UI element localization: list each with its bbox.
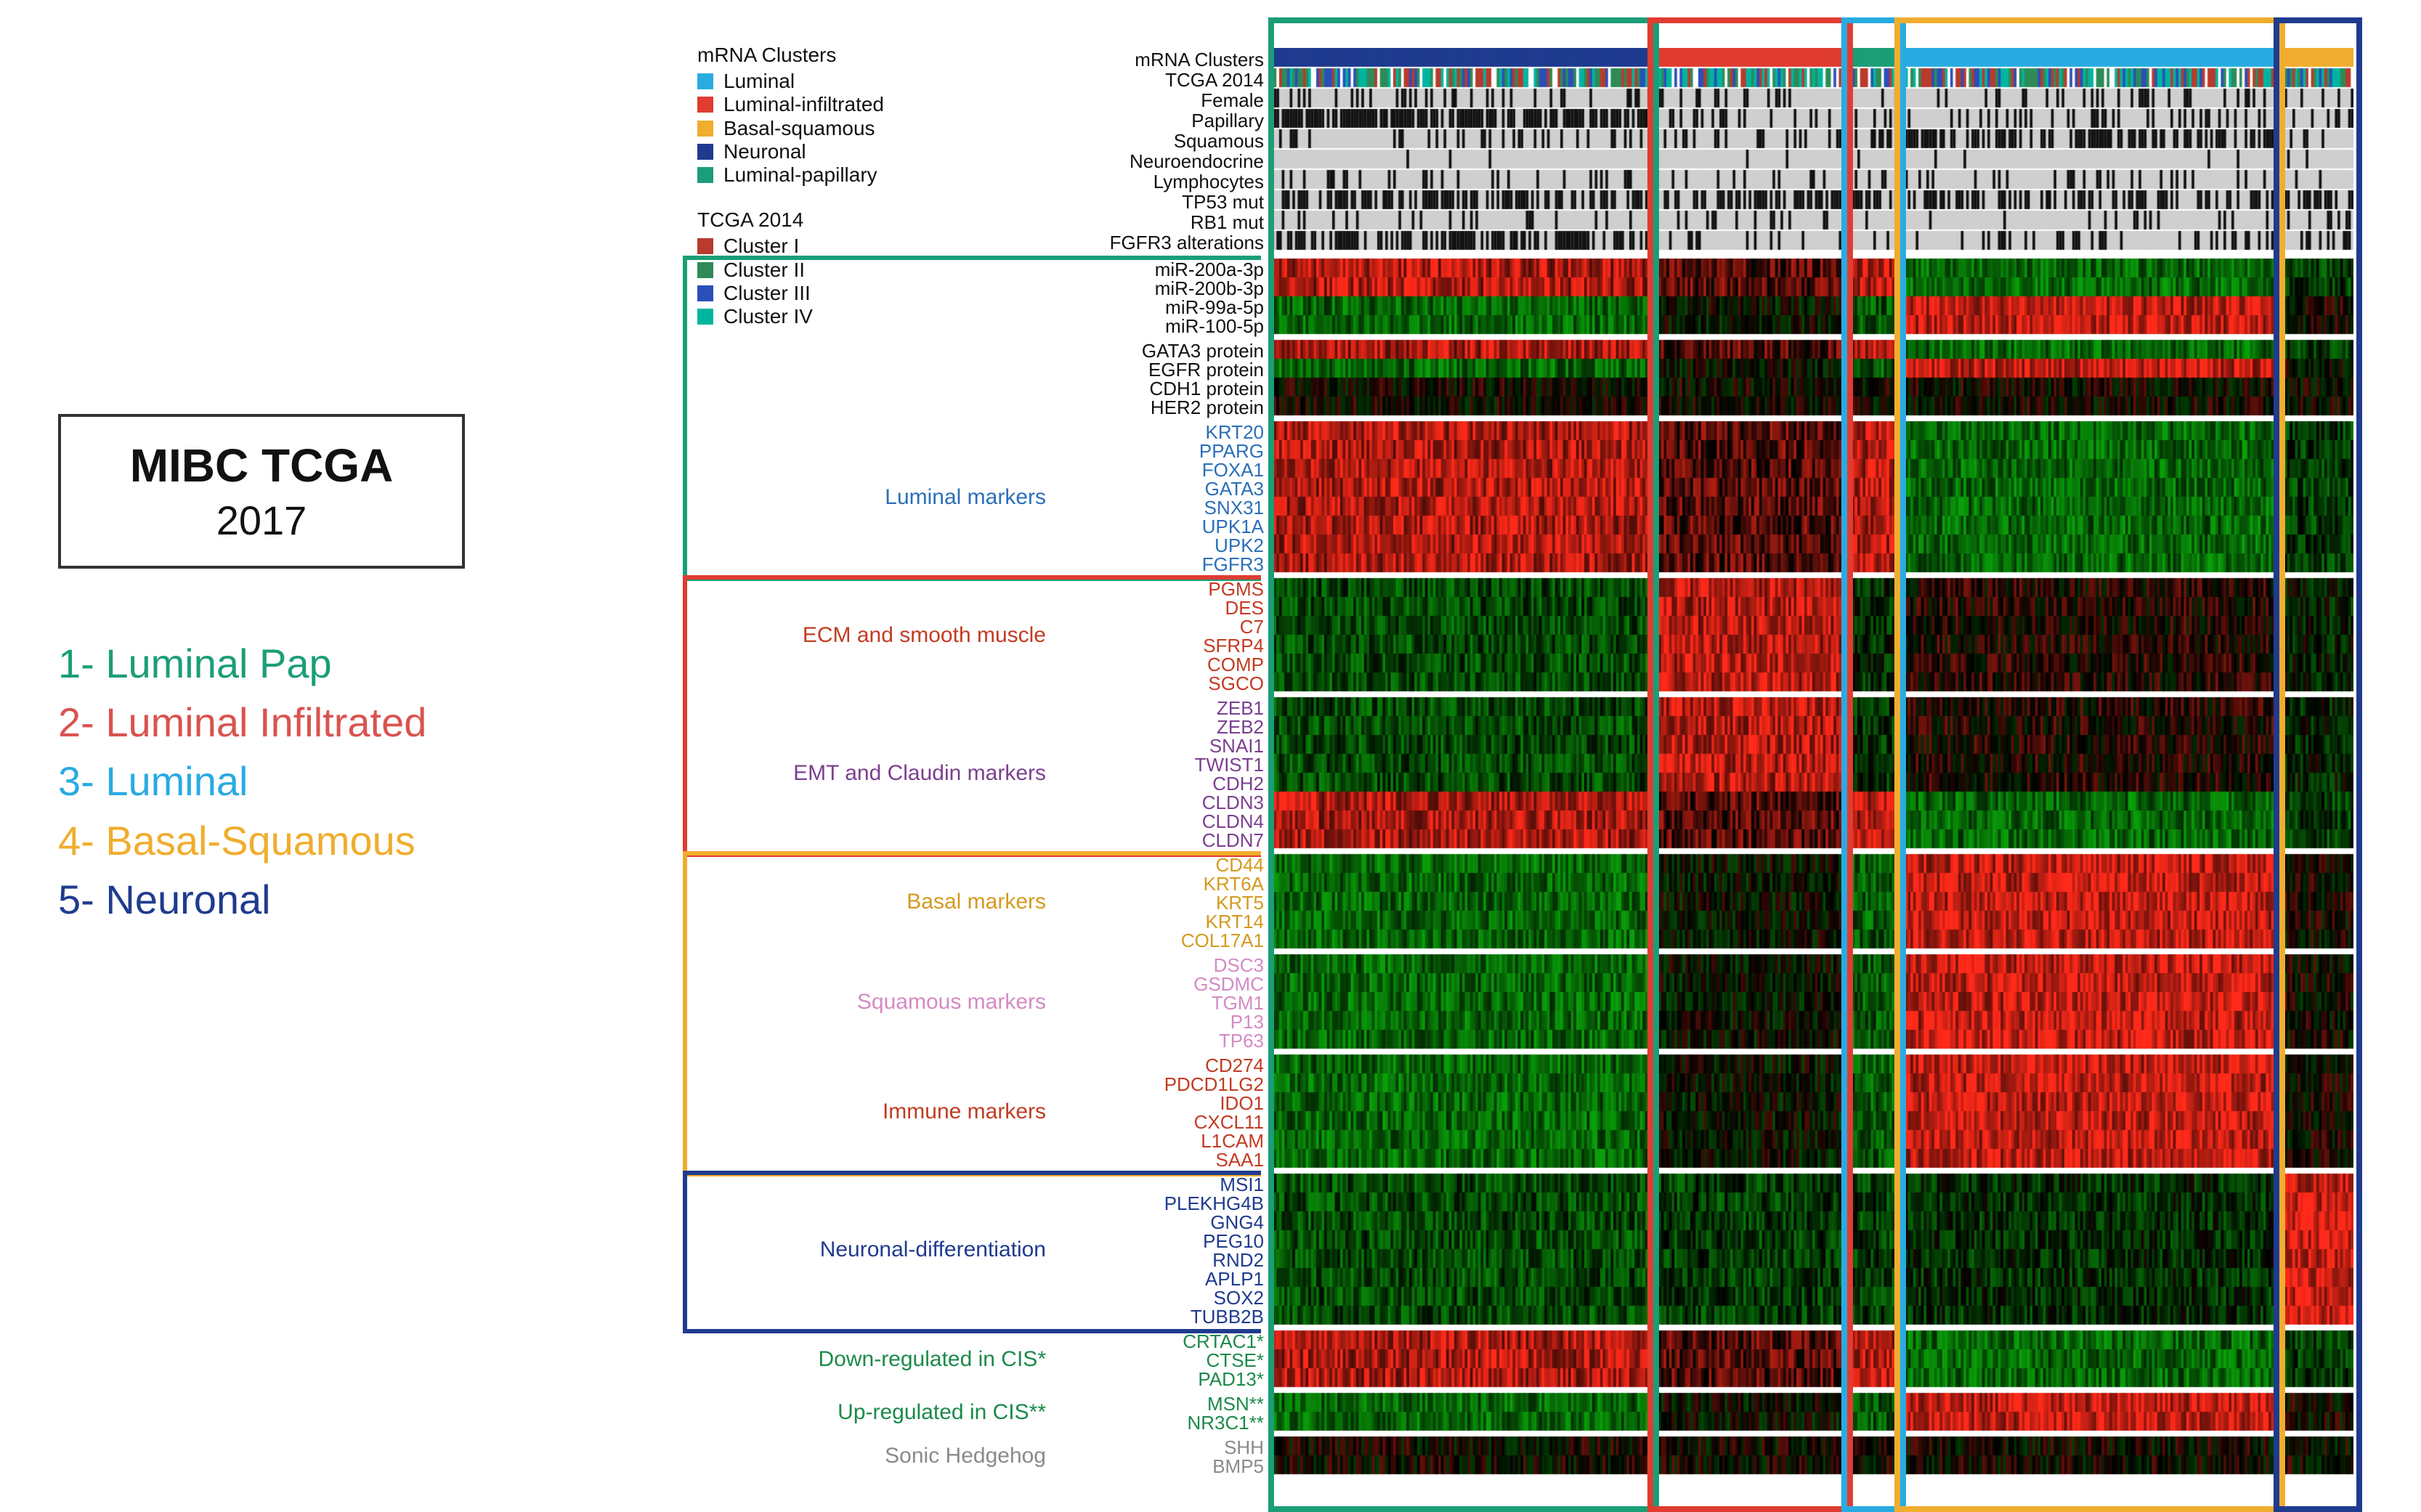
gene-row-label: CRTAC1* [1061,1332,1264,1351]
legend-swatch [697,144,713,160]
gene-row-label: MSN** [1061,1394,1264,1413]
figure-panel: mRNA Clusters LuminalLuminal-infiltratedB… [654,44,2375,1438]
cluster-frame [1647,17,1853,1512]
group-bracket [683,1171,1261,1333]
anno-row-label: FGFR3 alterations [1061,232,1264,253]
anno-row-label: Papillary [1061,110,1264,131]
group-caption: Sonic Hedgehog [885,1444,1046,1468]
title-line2: 2017 [76,497,447,544]
class-list-item: 4- Basal-Squamous [58,811,465,870]
legend-label: Luminal-papillary [723,163,877,187]
gene-row-label: SHH [1061,1438,1264,1457]
class-list-item: 5- Neuronal [58,870,465,929]
anno-row-label: RB1 mut [1061,212,1264,232]
legend-title: TCGA 2014 [697,208,1053,232]
legend-row: Basal-squamous [697,117,1053,140]
legend-swatch [697,73,713,89]
page-root: { "title_box":{"line1":"MIBC TCGA","line… [0,0,2421,1481]
legend-title: mRNA Clusters [697,44,1053,67]
legend-swatch [697,97,713,113]
gene-row-label: PAD13* [1061,1370,1264,1389]
legend-row: Luminal [697,70,1053,93]
class-list-item: 3- Luminal [58,752,465,810]
class-list-item: 1- Luminal Pap [58,634,465,693]
left-summary: MIBC TCGA 2017 1- Luminal Pap2- Luminal … [58,414,465,929]
legend-label: Basal-squamous [723,117,875,140]
class-list-item: 2- Luminal Infiltrated [58,693,465,752]
anno-row-label: Squamous [1061,131,1264,151]
cluster-frame [1894,17,2285,1512]
gene-row-label: CTSE* [1061,1351,1264,1370]
anno-row-label: mRNA Clusters [1061,49,1264,70]
cluster-frame [1268,17,1659,1512]
title-line1: MIBC TCGA [76,439,447,492]
legend-block: mRNA Clusters LuminalLuminal-infiltratedB… [697,44,1053,187]
legend-label: Luminal-infiltrated [723,93,884,116]
anno-row-label: TP53 mut [1061,192,1264,212]
group-bracket [683,575,1261,857]
legend-swatch [697,121,713,137]
group-bracket [683,851,1261,1176]
anno-row-label: Female [1061,90,1264,110]
gene-row-label: BMP5 [1061,1457,1264,1476]
legend-row: Luminal-papillary [697,163,1053,187]
gene-row-label: NR3C1** [1061,1413,1264,1432]
cluster-frame [2274,17,2362,1512]
class-list: 1- Luminal Pap2- Luminal Infiltrated3- L… [58,634,465,929]
anno-row-label: Lymphocytes [1061,171,1264,192]
anno-row-label: TCGA 2014 [1061,70,1264,90]
group-bracket [683,256,1261,581]
legend-label: Luminal [723,70,795,93]
legend-swatch [697,167,713,183]
legend-swatch [697,238,713,254]
anno-row-label: Neuroendocrine [1061,151,1264,171]
group-caption: Down-regulated in CIS* [819,1347,1047,1372]
legend-row: Luminal-infiltrated [697,93,1053,116]
legend-label: Cluster I [723,235,799,258]
group-caption: Up-regulated in CIS** [838,1400,1046,1425]
legend-row: Cluster I [697,235,1053,258]
legend-label: Neuronal [723,140,806,163]
legend-row: Neuronal [697,140,1053,163]
title-box: MIBC TCGA 2017 [58,414,465,569]
